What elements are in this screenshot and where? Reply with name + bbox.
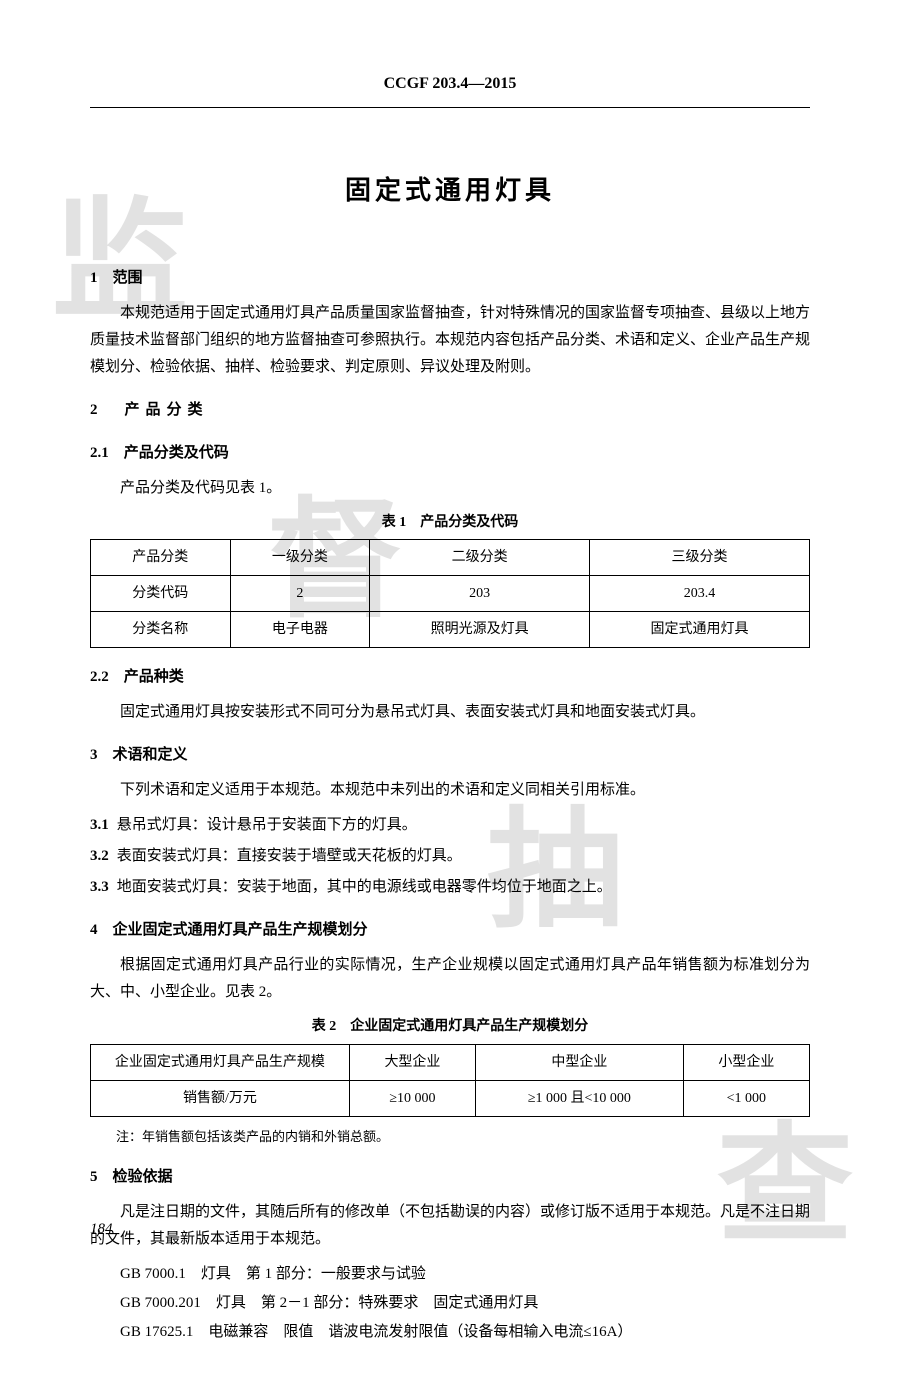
term-3-1: 3.1 悬吊式灯具：设计悬吊于安装面下方的灯具。: [90, 812, 810, 839]
table-2-note: 注：年销售额包括该类产品的内销和外销总额。: [90, 1125, 810, 1148]
table-cell: 三级分类: [590, 539, 810, 575]
table-cell: 分类代码: [91, 575, 231, 611]
table-row: 销售额/万元 ≥10 000 ≥1 000 且<10 000 <1 000: [91, 1080, 810, 1116]
table-cell: ≥10 000: [349, 1080, 475, 1116]
document-header: CCGF 203.4—2015: [90, 70, 810, 108]
section-2-2-heading: 2.2 产品种类: [90, 664, 810, 691]
table-cell: 203.4: [590, 575, 810, 611]
term-text: 表面安装式灯具：直接安装于墙壁或天花板的灯具。: [117, 848, 462, 864]
section-4-heading: 4 企业固定式通用灯具产品生产规模划分: [90, 917, 810, 944]
table-row: 分类名称 电子电器 照明光源及灯具 固定式通用灯具: [91, 612, 810, 648]
table-cell: <1 000: [683, 1080, 809, 1116]
section-3-intro: 下列术语和定义适用于本规范。本规范中未列出的术语和定义同相关引用标准。: [90, 777, 810, 804]
section-2-1-heading: 2.1 产品分类及代码: [90, 440, 810, 467]
reference-line: GB 7000.1 灯具 第 1 部分：一般要求与试验: [90, 1261, 810, 1288]
table-2: 企业固定式通用灯具产品生产规模 大型企业 中型企业 小型企业 销售额/万元 ≥1…: [90, 1044, 810, 1117]
table-cell: 分类名称: [91, 612, 231, 648]
table-cell: 销售额/万元: [91, 1080, 350, 1116]
section-5-heading: 5 检验依据: [90, 1164, 810, 1191]
table-row: 企业固定式通用灯具产品生产规模 大型企业 中型企业 小型企业: [91, 1044, 810, 1080]
section-5-paragraph: 凡是注日期的文件，其随后所有的修改单（不包括勘误的内容）或修订版不适用于本规范。…: [90, 1199, 810, 1253]
table-cell: 产品分类: [91, 539, 231, 575]
section-3-heading: 3 术语和定义: [90, 742, 810, 769]
term-text: 地面安装式灯具：安装于地面，其中的电源线或电器零件均位于地面之上。: [117, 879, 612, 895]
table-2-caption: 表 2 企业固定式通用灯具产品生产规模划分: [90, 1014, 810, 1039]
reference-line: GB 7000.201 灯具 第 2－1 部分：特殊要求 固定式通用灯具: [90, 1290, 810, 1317]
table-cell: 固定式通用灯具: [590, 612, 810, 648]
table-cell: 电子电器: [230, 612, 370, 648]
term-text: 悬吊式灯具：设计悬吊于安装面下方的灯具。: [117, 817, 417, 833]
term-num: 3.3: [90, 879, 109, 895]
table-cell: 大型企业: [349, 1044, 475, 1080]
table-cell: 中型企业: [476, 1044, 684, 1080]
table-cell: 二级分类: [370, 539, 590, 575]
document-title: 固定式通用灯具: [90, 168, 810, 215]
term-num: 3.1: [90, 817, 109, 833]
table-cell: 203: [370, 575, 590, 611]
term-num: 3.2: [90, 848, 109, 864]
table-row: 产品分类 一级分类 二级分类 三级分类: [91, 539, 810, 575]
term-3-2: 3.2 表面安装式灯具：直接安装于墙壁或天花板的灯具。: [90, 843, 810, 870]
section-1-paragraph: 本规范适用于固定式通用灯具产品质量国家监督抽查，针对特殊情况的国家监督专项抽查、…: [90, 300, 810, 381]
table-1-caption: 表 1 产品分类及代码: [90, 510, 810, 535]
table-cell: 小型企业: [683, 1044, 809, 1080]
section-2-2-paragraph: 固定式通用灯具按安装形式不同可分为悬吊式灯具、表面安装式灯具和地面安装式灯具。: [90, 699, 810, 726]
section-1-heading: 1 范围: [90, 265, 810, 292]
table-cell: 一级分类: [230, 539, 370, 575]
section-2-heading: 2 产品分类: [90, 397, 810, 424]
table-cell: 企业固定式通用灯具产品生产规模: [91, 1044, 350, 1080]
section-4-paragraph: 根据固定式通用灯具产品行业的实际情况，生产企业规模以固定式通用灯具产品年销售额为…: [90, 952, 810, 1006]
table-cell: 2: [230, 575, 370, 611]
table-cell: ≥1 000 且<10 000: [476, 1080, 684, 1116]
reference-line: GB 17625.1 电磁兼容 限值 谐波电流发射限值（设备每相输入电流≤16A…: [90, 1319, 810, 1346]
table-row: 分类代码 2 203 203.4: [91, 575, 810, 611]
section-2-1-intro: 产品分类及代码见表 1。: [90, 475, 810, 502]
term-3-3: 3.3 地面安装式灯具：安装于地面，其中的电源线或电器零件均位于地面之上。: [90, 874, 810, 901]
table-cell: 照明光源及灯具: [370, 612, 590, 648]
table-1: 产品分类 一级分类 二级分类 三级分类 分类代码 2 203 203.4 分类名…: [90, 539, 810, 649]
